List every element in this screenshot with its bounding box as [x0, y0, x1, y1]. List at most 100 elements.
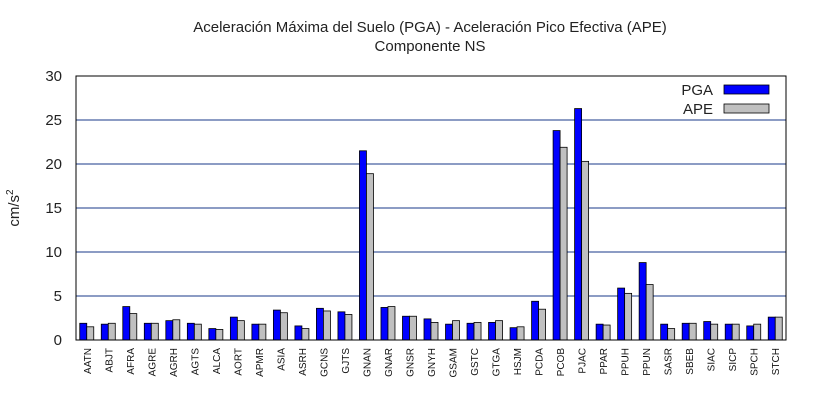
bar-pga — [445, 323, 453, 341]
bar-pga — [724, 323, 733, 341]
x-tick-label: AGRH — [169, 348, 180, 377]
legend-swatch-pga — [723, 84, 770, 95]
x-tick-label: HSJM — [513, 348, 524, 375]
x-tick-label: PCDA — [535, 348, 546, 376]
x-tick-label: PPUN — [642, 348, 653, 376]
bar-pga — [79, 322, 88, 341]
y-tick-label: 15 — [45, 200, 62, 217]
bar-pga — [359, 150, 367, 341]
x-tick-labels: AATN ABJT AFRA AGRE AGRH AGTS ALCA AORT APMR ASIA… — [83, 348, 782, 378]
bar-ape — [387, 306, 396, 341]
x-tick-label: SBEB — [685, 348, 696, 375]
bars-group — [79, 108, 783, 341]
bar-pga — [143, 322, 152, 341]
x-tick-label: SICP — [728, 348, 739, 372]
chart-subtitle: Componente NS — [375, 38, 486, 55]
x-tick-label: GSAM — [449, 348, 460, 377]
x-tick-label: SASR — [664, 348, 675, 375]
y-tick-label: 5 — [54, 288, 62, 305]
x-tick-label: PJAC — [578, 348, 589, 374]
plot-frame — [75, 75, 787, 341]
bar-ape — [624, 292, 633, 341]
bar-pga — [186, 322, 195, 341]
x-tick-label: GNAR — [384, 348, 395, 377]
bar-ape — [667, 328, 676, 341]
y-axis-label: cm/s2 — [5, 189, 23, 227]
bar-ape — [430, 321, 439, 341]
bar-ape — [538, 308, 546, 341]
x-tick-label: GCNS — [319, 348, 330, 377]
x-tick-label: APMR — [255, 348, 266, 377]
bar-ape — [645, 284, 654, 341]
bar-ape — [323, 310, 331, 341]
bar-ape — [688, 322, 697, 341]
bar-pga — [660, 323, 669, 341]
bar-ape — [452, 320, 460, 341]
bar-ape — [602, 324, 611, 341]
bar-pga — [380, 307, 389, 341]
x-tick-label: AFRA — [126, 348, 137, 375]
bar-pga — [122, 306, 131, 341]
bar-ape — [236, 320, 245, 341]
bar-ape — [301, 328, 310, 341]
bar-ape — [344, 314, 353, 341]
bar-pga — [595, 323, 604, 341]
x-tick-label: PCOB — [556, 348, 567, 377]
bar-pga — [617, 287, 626, 341]
gridlines — [76, 119, 786, 297]
bar-ape — [172, 319, 181, 341]
bar-pga — [423, 318, 432, 341]
legend-label-pga: PGA — [681, 82, 713, 99]
bar-pga — [208, 328, 217, 341]
bar-ape — [710, 323, 719, 341]
bar-ape — [107, 322, 116, 341]
bar-ape — [581, 160, 590, 341]
x-tick-label: PPUH — [621, 348, 632, 376]
x-tick-label: GTGA — [492, 348, 503, 377]
x-tick-label: ASIA — [276, 348, 287, 371]
x-tick-label: SPCH — [750, 348, 761, 376]
bar-pga — [681, 322, 690, 341]
bar-pga — [294, 325, 303, 341]
bar-pga — [531, 300, 539, 341]
legend: PGA APE — [681, 82, 770, 118]
legend-swatch-ape — [723, 103, 770, 114]
bar-ape — [473, 321, 482, 341]
bar-pga — [316, 307, 324, 341]
bar-ape — [129, 313, 138, 341]
bar-pga — [251, 323, 260, 341]
bar-pga — [466, 322, 475, 341]
x-tick-label: PPAR — [599, 348, 610, 375]
bar-ape — [774, 316, 783, 341]
bar-ape — [258, 323, 267, 341]
bar-pga — [703, 321, 712, 341]
x-tick-label: STCH — [771, 348, 782, 375]
bar-ape — [86, 326, 95, 341]
bar-pga — [272, 309, 281, 341]
bar-pga — [767, 316, 776, 341]
bar-pga — [100, 323, 109, 341]
x-tick-label: GNAN — [362, 348, 373, 377]
y-axis-label-exponent: 2 — [5, 189, 16, 195]
bar-ape — [495, 320, 503, 341]
bar-ape — [279, 312, 288, 341]
x-tick-label: ABJT — [104, 348, 115, 372]
y-tick-label: 20 — [45, 156, 62, 173]
bar-pga — [402, 315, 410, 341]
x-tick-label: SIAC — [707, 348, 718, 371]
bar-pga — [337, 311, 346, 341]
y-tick-label: 10 — [45, 244, 62, 261]
bar-pga — [488, 321, 496, 341]
bar-ape — [516, 326, 525, 341]
bar-ape — [150, 322, 159, 341]
x-tick-label: AORT — [233, 348, 244, 376]
bar-pga — [638, 262, 647, 341]
bar-pga — [165, 320, 174, 341]
y-tick-label: 25 — [45, 112, 62, 129]
x-tick-label: ALCA — [212, 348, 223, 374]
x-tick-label: ASRH — [298, 348, 309, 376]
bar-pga — [574, 108, 583, 341]
x-tick-label: GSTC — [470, 348, 481, 376]
